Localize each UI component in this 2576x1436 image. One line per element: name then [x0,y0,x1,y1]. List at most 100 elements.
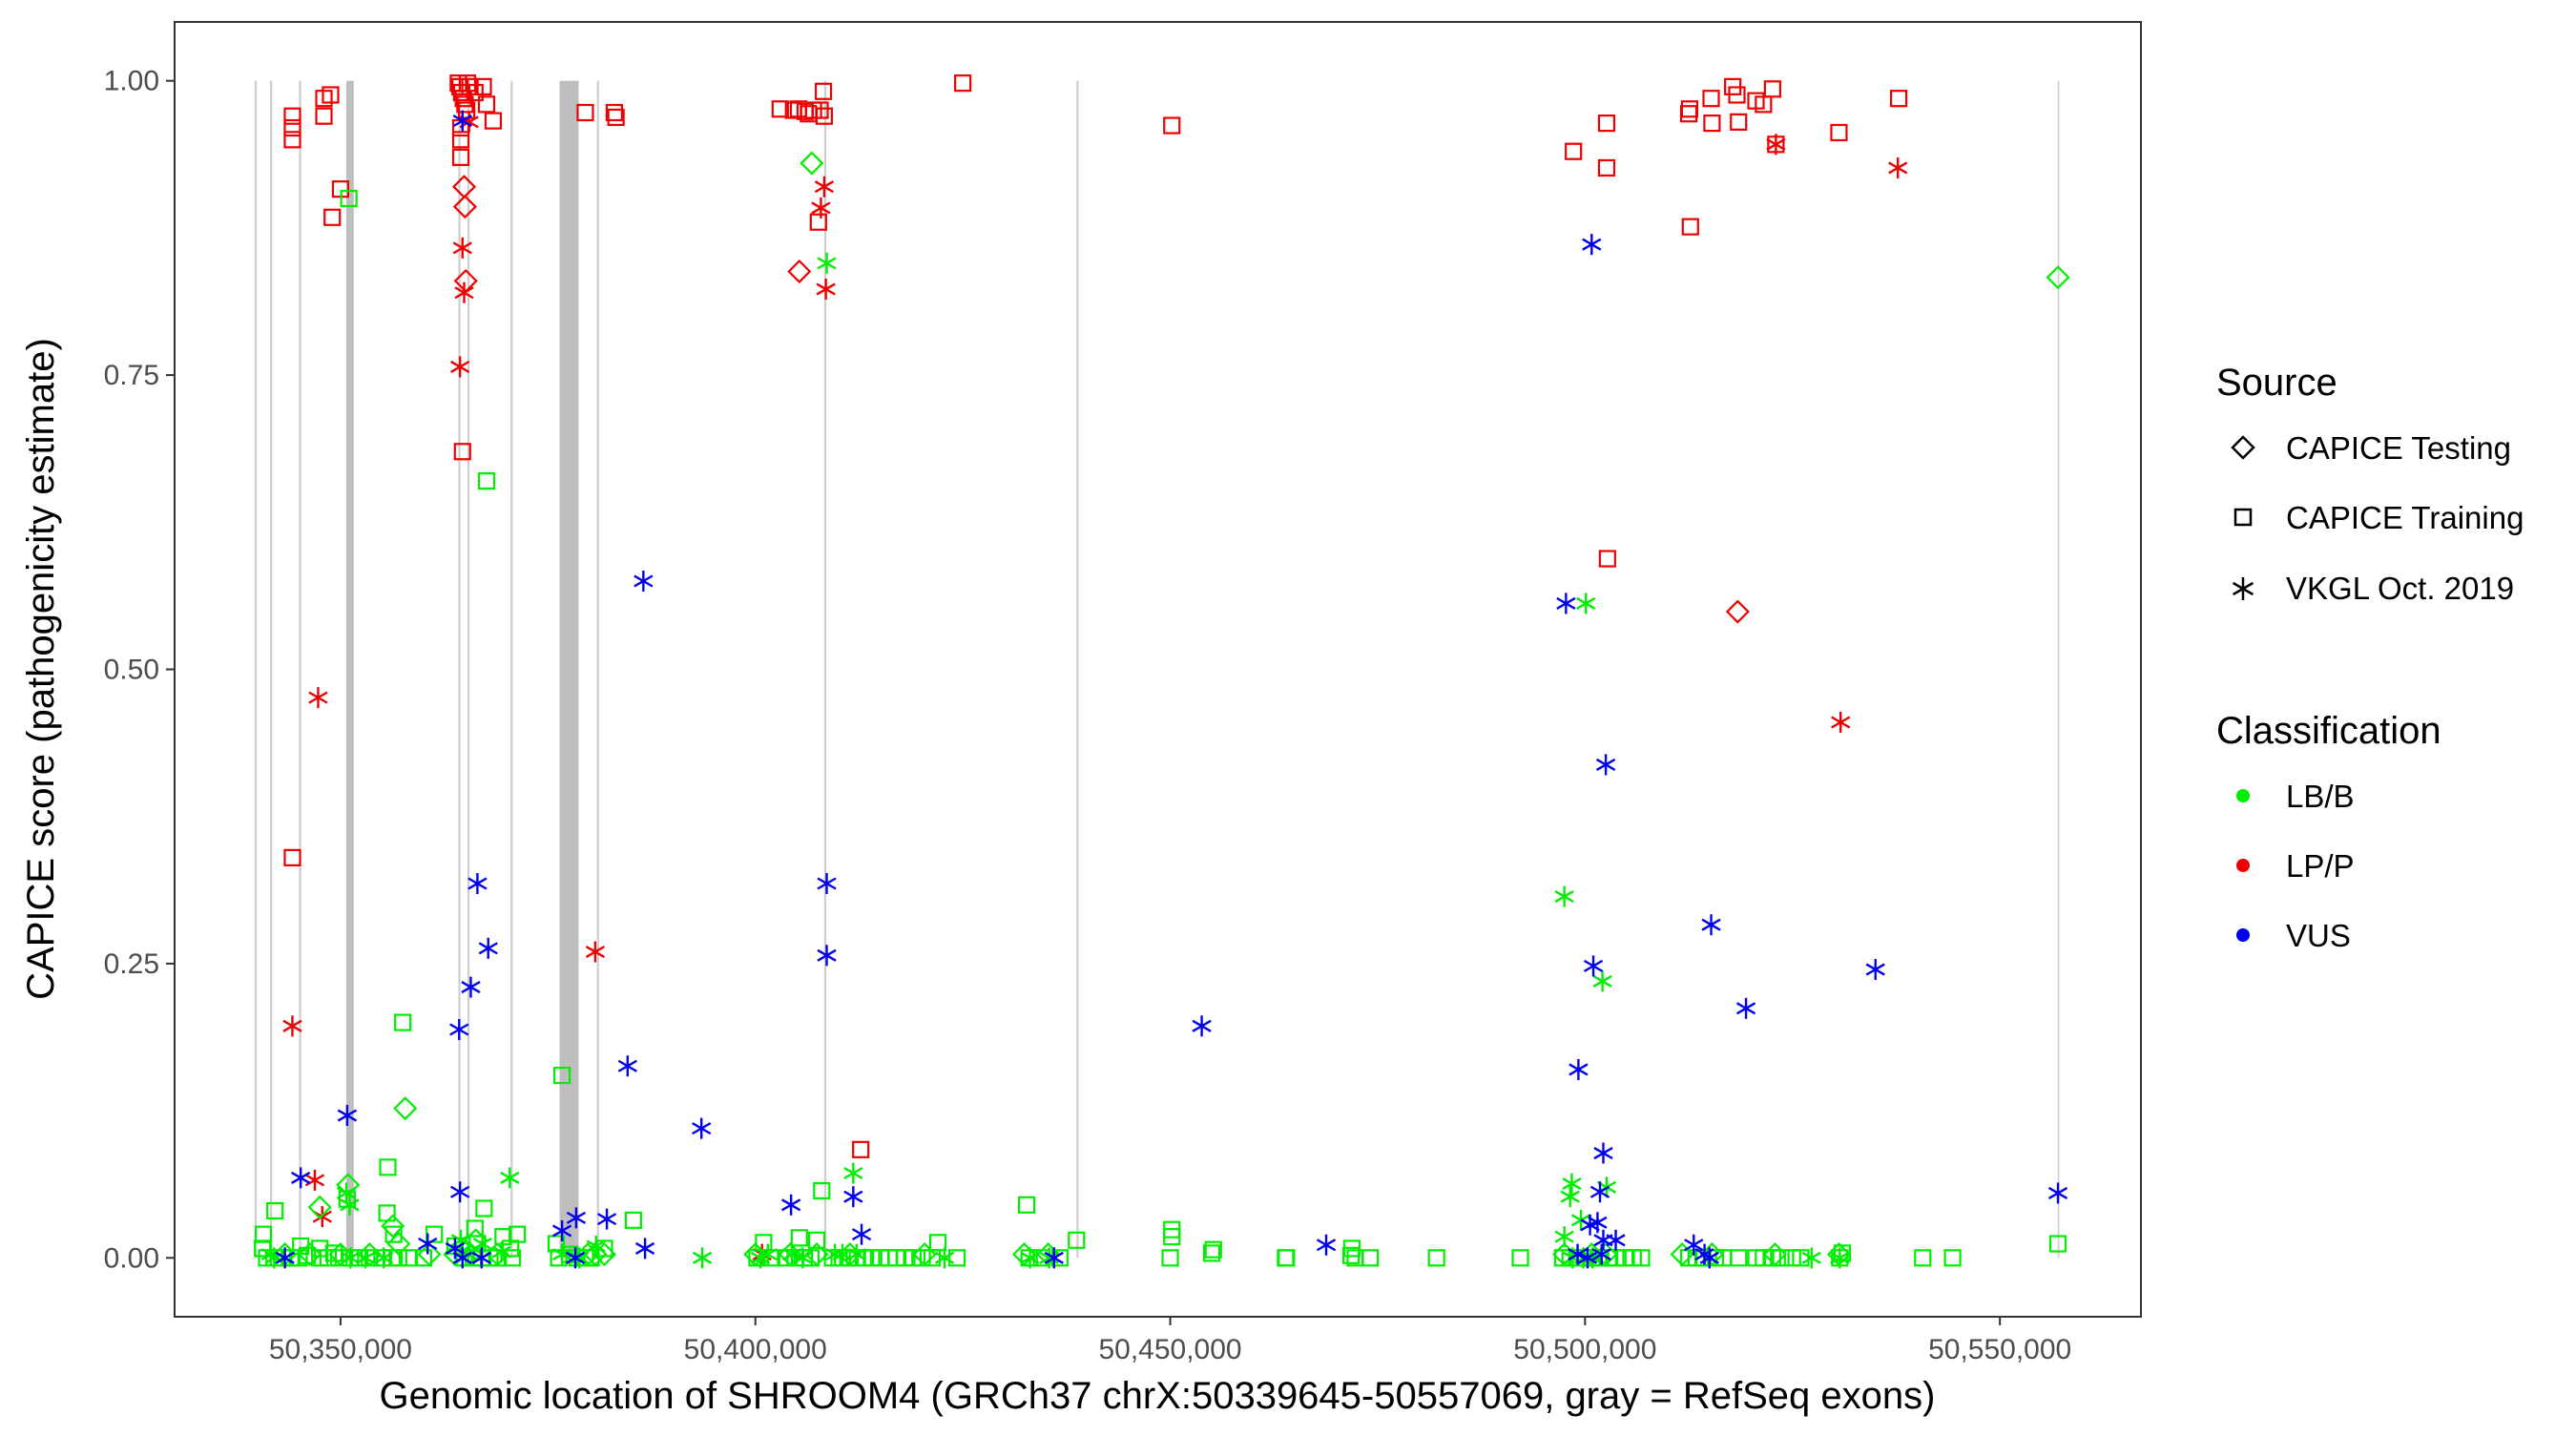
data-point-asterisk [1554,885,1574,907]
data-point-square [451,148,470,166]
data-point-asterisk [452,1247,472,1269]
data-point-asterisk [1560,1186,1580,1208]
data-point-asterisk [478,937,498,959]
data-point-asterisk [1684,1234,1704,1256]
data-point-square [1202,1244,1221,1262]
data-point-asterisk [596,1208,617,1230]
data-point-diamond [386,1231,411,1257]
legend-lpp-dot [2236,859,2250,872]
data-point-asterisk [934,1247,955,1269]
data-point-diamond [298,1242,322,1267]
data-point-asterisk [570,1247,590,1269]
data-point-square [451,131,470,149]
data-point-square [456,95,474,114]
x-tick-label: 50,400,000 [684,1334,827,1365]
data-point-asterisk [1568,1243,1588,1265]
data-point-square [283,131,301,149]
data-point-asterisk [1562,1173,1582,1195]
x-axis-title: Genomic location of SHROOM4 (GRCh37 chrX… [380,1375,1936,1417]
data-point-square [1755,1249,1773,1267]
data-point-square [283,118,301,137]
legend-diamond-symbol [2231,435,2255,460]
data-point-asterisk [1020,1247,1040,1269]
axes: 50,350,000 50,400,000 50,450,000 50,500,000… [104,66,2072,1365]
data-point-asterisk [1556,593,1576,614]
data-point-square [904,1249,923,1267]
legend-lpp-label: LP/P [2286,848,2355,884]
legend-lbb-label: LB/B [2286,779,2355,814]
data-point-square [1889,90,1908,108]
data-point-asterisk [692,1247,713,1269]
data-point-square [1068,1231,1086,1249]
data-point-diamond [912,1242,937,1267]
data-point-square [254,1225,273,1243]
data-point-square [807,1231,826,1249]
x-tick-label: 50,500,000 [1513,1334,1656,1365]
data-point-asterisk [291,1167,311,1189]
data-point-asterisk [1316,1234,1337,1256]
data-point-asterisk [336,1182,357,1204]
data-point-asterisk [449,1018,469,1040]
data-point-square [266,1201,284,1220]
data-point-square [1361,1249,1380,1267]
data-point-asterisk [811,197,831,219]
data-point-asterisk [816,279,836,301]
data-point-square [605,103,623,122]
data-point-asterisk [282,1015,302,1037]
data-point-asterisk [1044,1247,1064,1269]
data-point-square [466,1219,484,1238]
data-point-asterisk [846,1243,866,1265]
data-point-square [1161,1249,1179,1267]
data-point-square [1830,123,1848,142]
data-point-diamond [452,195,477,219]
data-point-asterisk [851,1223,872,1245]
exon-band [254,80,258,1259]
data-point-square [1943,1249,1962,1267]
data-point-square [453,443,471,461]
data-point-square [315,107,333,125]
data-point-square [1728,86,1746,104]
data-point-asterisk [1192,1015,1212,1037]
data-point-asterisk [340,1194,360,1216]
exon-band [270,80,273,1259]
data-point-square [1163,116,1181,135]
data-point-diamond [393,1096,418,1121]
data-point-square [1342,1239,1361,1258]
data-point-asterisk [260,1243,281,1265]
data-point-square [379,1158,397,1176]
data-point-asterisk [793,1247,813,1269]
data-point-asterisk [374,1247,394,1269]
data-point-square [484,112,503,130]
data-point-asterisk [2047,1182,2068,1204]
data-point-asterisk [275,1247,295,1269]
data-point-asterisk [1589,1181,1610,1203]
data-point-asterisk [1582,234,1602,256]
data-point-square [814,82,833,100]
data-point-asterisk [758,1243,778,1265]
data-point-square [475,1199,493,1217]
data-point-asterisk [1699,1247,1719,1269]
data-point-asterisk [500,1167,520,1189]
data-point-square [790,1229,808,1247]
data-point-asterisk [634,570,654,592]
data-point-square [1702,90,1720,108]
data-point-diamond [800,151,824,176]
data-point-asterisk [586,1235,606,1257]
data-point-asterisk [817,945,837,967]
data-point-asterisk [551,1219,572,1241]
data-point-square [384,1225,403,1243]
data-point-square [477,472,496,490]
data-point-asterisk [585,941,606,963]
data-point-square [1914,1249,1932,1267]
data-point-asterisk [692,1117,712,1139]
data-point-asterisk [617,1055,637,1077]
data-point-asterisk [1591,1243,1611,1265]
data-point-diamond [1593,1242,1618,1267]
y-axis-title: CAPICE score (pathogenicity estimate) [20,338,62,1000]
legend-source-vkgl-label: VKGL Oct. 2019 [2286,571,2514,606]
y-tick-label: 0.25 [104,948,159,980]
data-point-asterisk [1801,1247,1821,1269]
data-point-asterisk [1568,1058,1589,1080]
data-point-diamond [1725,599,1750,624]
